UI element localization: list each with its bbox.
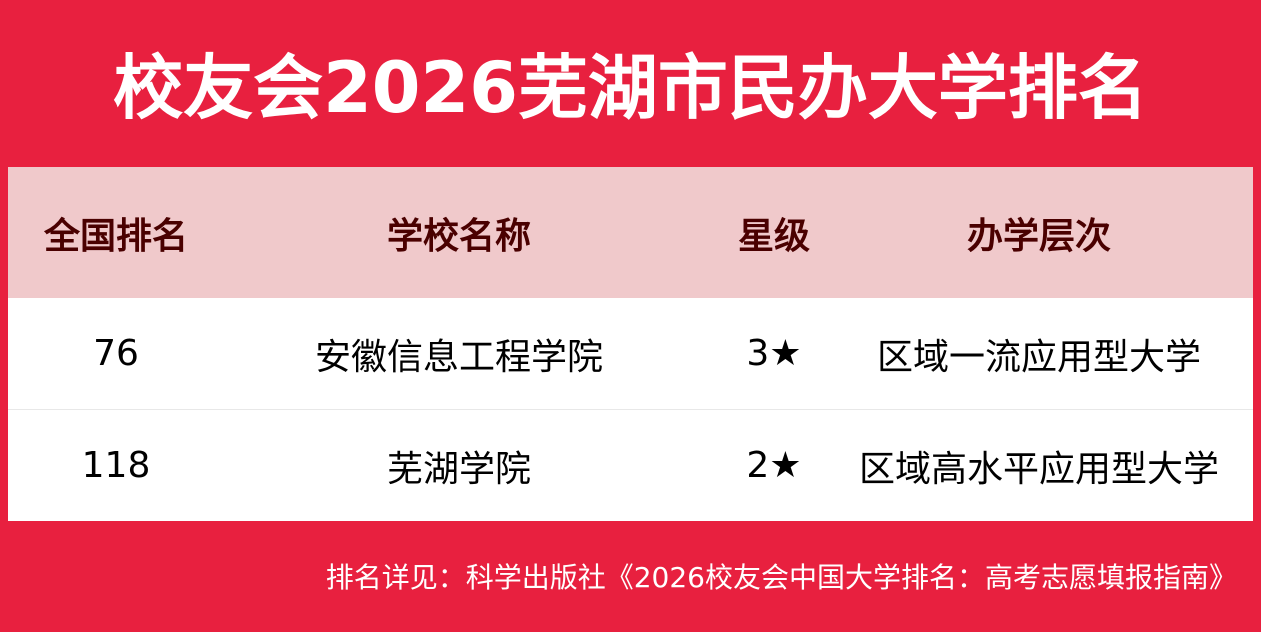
page-title: 校友会2026芜湖市民办大学排名 [113, 47, 1148, 129]
rank-cell: 118 [81, 445, 151, 486]
level-cell: 区域高水平应用型大学 [858, 448, 1219, 490]
school-name-cell: 芜湖学院 [386, 448, 531, 490]
source-note: 排名详见：科学出版社《2026校友会中国大学排名：高考志愿填报指南》 [325, 561, 1237, 594]
header-level: 办学层次 [966, 215, 1111, 257]
table-header: 全国排名 学校名称 星级 办学层次 [8, 167, 1253, 298]
rank-cell: 76 [93, 333, 139, 374]
table-row: 118 芜湖学院 2★ 区域高水平应用型大学 [8, 409, 1253, 521]
stars-cell: 2★ [746, 445, 802, 486]
ranking-table: 全国排名 学校名称 星级 办学层次 76 安徽信息工程学院 3★ 区域一流应用型… [8, 167, 1253, 521]
stars-cell: 3★ [746, 333, 802, 374]
level-cell: 区域一流应用型大学 [876, 336, 1201, 378]
table-row: 76 安徽信息工程学院 3★ 区域一流应用型大学 [8, 298, 1253, 409]
school-name-cell: 安徽信息工程学院 [314, 336, 603, 378]
header-rank: 全国排名 [43, 215, 188, 257]
header-school-name: 学校名称 [386, 215, 531, 257]
header-stars: 星级 [737, 215, 810, 257]
